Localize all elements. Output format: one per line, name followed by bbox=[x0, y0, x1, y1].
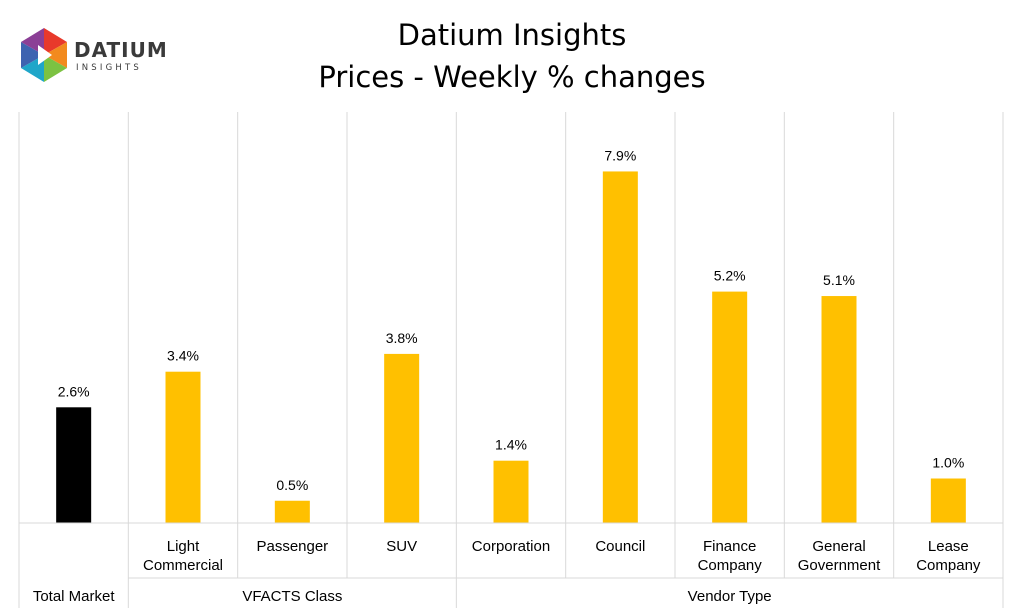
bar bbox=[384, 353, 420, 523]
category-labels: Light Commercial Passenger SUV Corporation Co… bbox=[143, 538, 981, 574]
category-label: Finance bbox=[703, 538, 756, 555]
category-label: General bbox=[812, 538, 865, 555]
category-label: Light bbox=[167, 538, 200, 555]
bar bbox=[602, 171, 638, 523]
bars bbox=[56, 171, 966, 523]
bar bbox=[56, 407, 92, 523]
category-label: Passenger bbox=[256, 538, 328, 555]
data-label: 3.4% bbox=[167, 348, 199, 364]
group-label: Vendor Type bbox=[688, 588, 772, 605]
bar bbox=[165, 371, 201, 523]
data-label: 1.0% bbox=[932, 455, 964, 471]
data-labels: 2.6% 3.4% 0.5% 3.8% 1.4% 7.9% 5.2% 5.1% 1.0% bbox=[58, 147, 965, 492]
data-label: 5.2% bbox=[714, 268, 746, 284]
category-label: Company bbox=[698, 557, 763, 574]
bar bbox=[274, 500, 310, 523]
category-label: Commercial bbox=[143, 557, 223, 574]
group-labels: Total Market VFACTS Class Vendor Type bbox=[33, 588, 772, 605]
x-axis bbox=[18, 522, 1004, 608]
bar bbox=[930, 478, 966, 523]
bar bbox=[821, 296, 857, 523]
group-label: Total Market bbox=[33, 588, 116, 605]
data-label: 2.6% bbox=[58, 383, 90, 399]
category-dividers bbox=[18, 112, 1004, 523]
logo-subtext: INSIGHTS bbox=[76, 63, 142, 73]
bar bbox=[493, 460, 529, 523]
category-label: Corporation bbox=[472, 538, 550, 555]
datium-logo: DATIUM INSIGHTS bbox=[21, 28, 168, 82]
bar bbox=[712, 291, 748, 523]
group-label: VFACTS Class bbox=[242, 588, 342, 605]
data-label: 3.8% bbox=[386, 330, 418, 346]
data-label: 0.5% bbox=[276, 477, 308, 493]
chart-title: Datium Insights bbox=[398, 18, 627, 52]
logo-text: DATIUM bbox=[74, 38, 168, 62]
category-label: SUV bbox=[386, 538, 417, 555]
data-label: 7.9% bbox=[604, 147, 636, 163]
category-label: Lease bbox=[928, 538, 969, 555]
category-label: Council bbox=[595, 538, 645, 555]
data-label: 5.1% bbox=[823, 272, 855, 288]
chart-subtitle: Prices - Weekly % changes bbox=[318, 60, 705, 94]
data-label: 1.4% bbox=[495, 437, 527, 453]
category-label: Company bbox=[916, 557, 981, 574]
category-label: Government bbox=[798, 557, 881, 574]
logo-mark-icon bbox=[21, 28, 67, 82]
